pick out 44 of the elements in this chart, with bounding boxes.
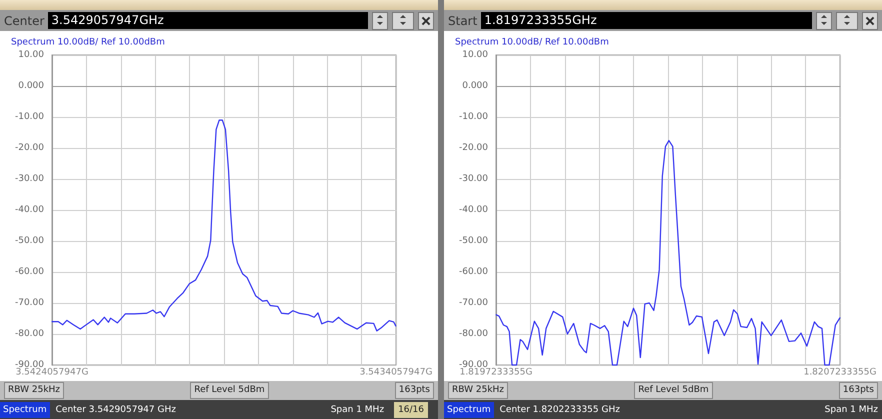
chart-title: Spectrum 10.00dB/ Ref 10.00dBm <box>455 38 609 48</box>
text: 1.8197233355GHz <box>481 12 812 29</box>
y-tick-label: 10.00 <box>462 50 488 60</box>
y-tick-label: -30.00 <box>458 174 488 184</box>
text: 16/16 <box>394 402 428 418</box>
y-tick-label: -10.00 <box>14 112 44 122</box>
text: 3.5429057947GHz <box>48 12 368 29</box>
y-tick-label: -20.00 <box>458 143 488 153</box>
y-tick-label: 0.000 <box>462 81 488 91</box>
text: Center 1.8202233355 GHz <box>500 404 620 414</box>
y-tick-label: -40.00 <box>458 205 488 215</box>
y-tick-label: -30.00 <box>14 174 44 184</box>
text: RBW 25kHz <box>448 382 508 399</box>
text: Span 1 MHz <box>824 404 878 414</box>
y-tick-label: -80.00 <box>14 329 44 339</box>
text: Spectrum <box>444 402 494 418</box>
text: Spectrum <box>0 402 50 418</box>
text: Start <box>448 14 478 28</box>
text: Ref Level 5dBm <box>634 382 713 399</box>
y-tick-label: -60.00 <box>458 267 488 277</box>
y-tick-label: -80.00 <box>458 329 488 339</box>
y-tick-label: 0.000 <box>18 81 44 91</box>
chart-title: Spectrum 10.00dB/ Ref 10.00dBm <box>11 38 165 48</box>
text: 163pts <box>394 382 434 399</box>
line-series <box>51 120 396 332</box>
y-tick-label: -50.00 <box>458 236 488 246</box>
x-tick-label: 1.8197233355G <box>460 368 532 378</box>
x-tick-label: 3.5424057947G <box>16 368 88 378</box>
y-tick-label: -50.00 <box>14 236 44 246</box>
text: RBW 25kHz <box>4 382 64 399</box>
y-tick-label: -40.00 <box>14 205 44 215</box>
y-tick-label: -20.00 <box>14 143 44 153</box>
x-tick-label: 3.5434057947G <box>360 368 432 378</box>
x-tick-label: 1.8207233355G <box>804 368 876 378</box>
y-tick-label: -60.00 <box>14 267 44 277</box>
y-tick-label: -10.00 <box>458 112 488 122</box>
y-tick-label: -70.00 <box>14 298 44 308</box>
text: Ref Level 5dBm <box>190 382 269 399</box>
y-tick-label: -70.00 <box>458 298 488 308</box>
text: Center <box>4 14 44 28</box>
text: Center 3.5429057947 GHz <box>56 404 176 414</box>
y-tick-label: 10.00 <box>18 50 44 60</box>
text: 163pts <box>838 382 878 399</box>
text: Span 1 MHz <box>330 404 384 414</box>
